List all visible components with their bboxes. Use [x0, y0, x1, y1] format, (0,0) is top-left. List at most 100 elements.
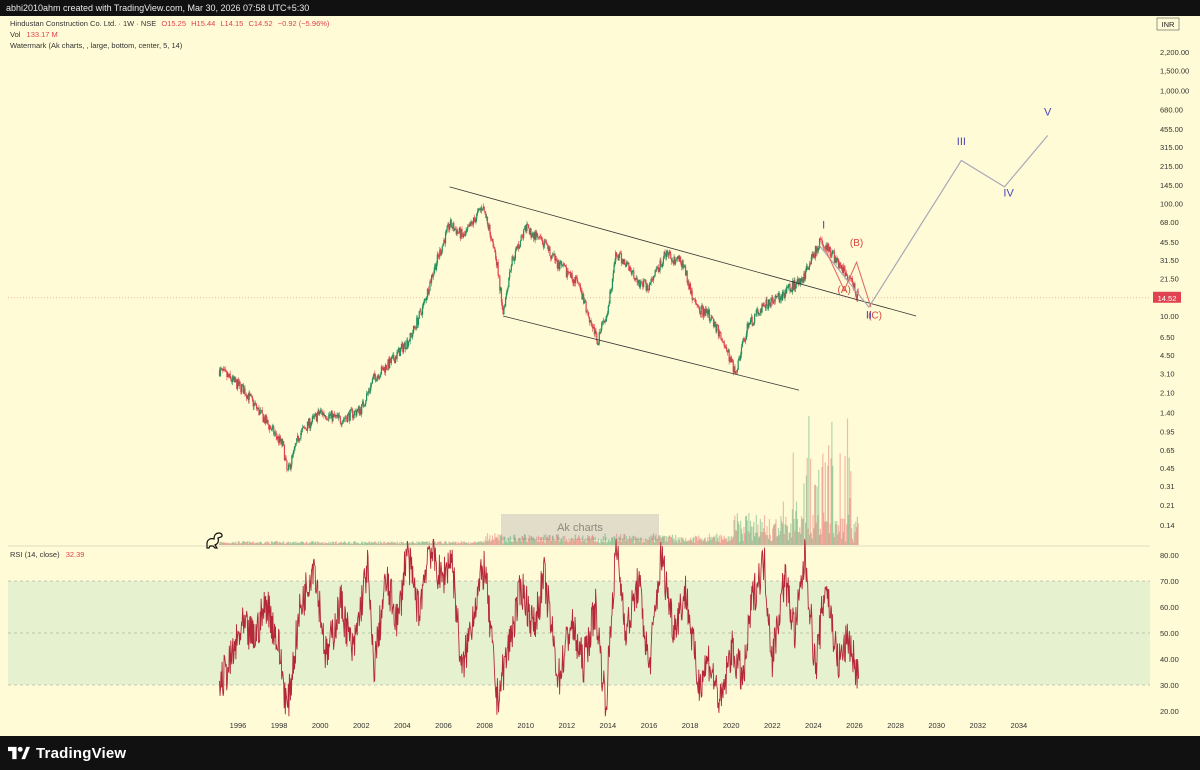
price-candle — [490, 238, 493, 240]
wave-label-a[interactable]: (A) — [838, 285, 851, 296]
wave-label-i[interactable]: I — [822, 219, 825, 231]
volume-bar — [780, 516, 782, 545]
price-candle — [686, 271, 688, 283]
volume-bar — [302, 541, 304, 545]
price-candle — [676, 257, 678, 260]
price-candle — [758, 314, 760, 315]
price-candle — [727, 349, 729, 353]
wave-label-v[interactable]: V — [1044, 107, 1052, 119]
price-candle — [550, 255, 553, 259]
channel-lower-line[interactable] — [502, 315, 800, 391]
volume-bar — [681, 538, 683, 545]
volume-bar — [255, 542, 258, 545]
volume-bar — [350, 542, 352, 545]
volume-bar — [380, 541, 382, 545]
price-candle — [255, 403, 257, 405]
price-axis[interactable]: 2,200.001,500.001,000.00680.00455.00315.… — [1160, 48, 1189, 530]
volume-bar — [371, 543, 373, 545]
price-candle — [530, 228, 532, 238]
volume-bar — [264, 541, 267, 545]
price-candle — [728, 349, 730, 362]
price-candle — [284, 457, 286, 460]
volume-bar — [624, 540, 627, 545]
price-tick-label: 3.10 — [1160, 369, 1175, 378]
price-candle — [360, 409, 362, 414]
volume-bar — [708, 533, 711, 545]
price-candle — [645, 282, 647, 291]
volume-bar — [231, 543, 233, 545]
volume-bar — [653, 542, 655, 545]
price-candle — [462, 234, 464, 238]
wave-label-b[interactable]: (B) — [850, 238, 863, 249]
price-candle — [661, 263, 664, 267]
wave-projection-path[interactable] — [819, 135, 1049, 309]
rsi-plot — [219, 538, 860, 717]
volume-bar — [412, 541, 414, 545]
time-tick-label: 1996 — [230, 721, 247, 730]
price-candle — [244, 388, 246, 395]
volume-bar — [272, 542, 274, 545]
volume-bar — [491, 535, 494, 545]
price-candle — [840, 265, 842, 269]
volume-bar — [805, 475, 808, 545]
volume-bar — [218, 543, 221, 545]
volume-bar — [812, 515, 814, 545]
trend-channel[interactable] — [449, 186, 917, 391]
price-candle — [523, 228, 526, 230]
price-candle — [365, 400, 367, 404]
volume-bar — [547, 538, 549, 545]
volume-bar — [777, 535, 779, 545]
volume-bar — [636, 537, 638, 545]
volume-bar — [418, 541, 420, 545]
price-candle — [395, 356, 397, 360]
volume-bar — [472, 542, 474, 545]
price-candle — [265, 415, 267, 424]
tradingview-logo[interactable]: TradingView — [8, 742, 228, 764]
wave-label-iii[interactable]: III — [957, 136, 966, 148]
price-candle — [389, 358, 392, 364]
volume-bar — [816, 486, 818, 545]
price-candle — [313, 416, 315, 417]
price-candle — [856, 291, 858, 299]
volume-bar — [281, 543, 283, 545]
volume-bar — [818, 469, 820, 545]
volume-bar — [759, 518, 761, 545]
price-candle — [699, 312, 701, 315]
volume-bar — [276, 541, 278, 545]
volume-bar — [277, 541, 279, 545]
volume-bar — [532, 537, 535, 545]
wave-label-c[interactable]: (C) — [868, 311, 882, 322]
time-axis[interactable]: 1996 1998 2000 2002 2004 2006 2008 2010 2012 2014… — [230, 721, 1028, 730]
price-candle — [841, 267, 843, 269]
price-candle — [744, 339, 747, 342]
channel-upper-line[interactable] — [449, 186, 917, 317]
price-candle — [493, 247, 495, 248]
currency-box[interactable] — [1156, 17, 1180, 31]
volume-bar — [459, 543, 461, 545]
dino-icon[interactable] — [206, 532, 223, 549]
volume-bar — [758, 537, 760, 545]
chart-area[interactable]: Hindustan Construction Co. Ltd. · 1W · N… — [0, 16, 1200, 736]
price-candle — [429, 281, 431, 291]
price-candle — [481, 207, 483, 211]
volume-bar — [523, 538, 525, 545]
wave-abc-path[interactable] — [823, 245, 872, 308]
volume-bar — [539, 537, 541, 545]
price-candle — [695, 302, 697, 305]
wave-label-iv[interactable]: IV — [1003, 187, 1014, 199]
volume-bar — [363, 542, 365, 545]
volume-bar — [590, 538, 592, 545]
price-candle — [384, 367, 386, 373]
volume-bar — [828, 533, 831, 545]
price-candle — [679, 256, 681, 261]
volume-bar — [843, 518, 845, 545]
volume-bar — [365, 541, 367, 545]
volume-bar — [712, 538, 714, 545]
volume-bar — [462, 543, 464, 545]
volume-bar — [675, 540, 678, 545]
wave-label-ii[interactable]: II — [866, 310, 872, 322]
volume-bar — [666, 536, 668, 545]
price-candle — [629, 267, 632, 271]
